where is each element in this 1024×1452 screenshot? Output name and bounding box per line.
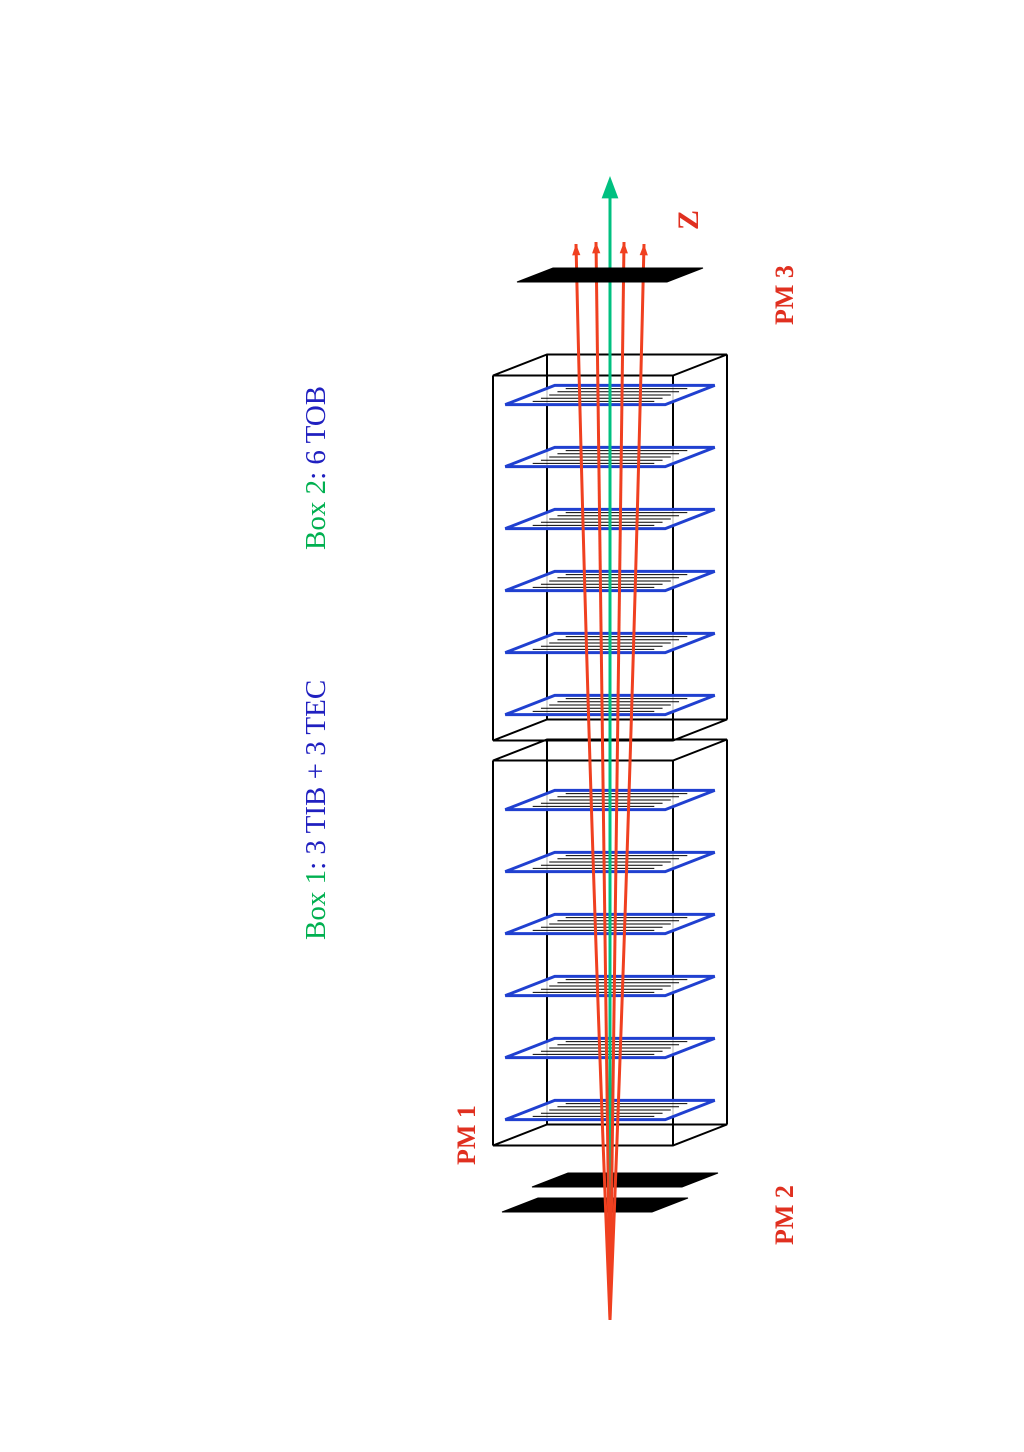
pm-panel-2 xyxy=(502,1198,688,1212)
box1-prefix: Box 1 xyxy=(300,870,332,940)
pm1-label: PM 1 xyxy=(452,1105,482,1165)
box2-label: Box 2: 6 TOB xyxy=(300,386,333,550)
diagram-container: Box 1: 3 TIB + 3 TEC Box 2: 6 TOB PM 1 P… xyxy=(350,150,870,1350)
pm2-label: PM 2 xyxy=(770,1185,800,1245)
pm-panel-3 xyxy=(517,268,703,282)
pm3-label: PM 3 xyxy=(770,265,800,325)
pm-panel-1 xyxy=(532,1173,718,1187)
diagram-svg xyxy=(350,150,870,1350)
box1-suffix: : 3 TIB + 3 TEC xyxy=(300,680,332,870)
box2-suffix: : 6 TOB xyxy=(300,386,332,480)
axis-z-label: Z xyxy=(672,210,706,230)
box2-prefix: Box 2 xyxy=(300,480,332,550)
box1-label: Box 1: 3 TIB + 3 TEC xyxy=(300,680,333,940)
